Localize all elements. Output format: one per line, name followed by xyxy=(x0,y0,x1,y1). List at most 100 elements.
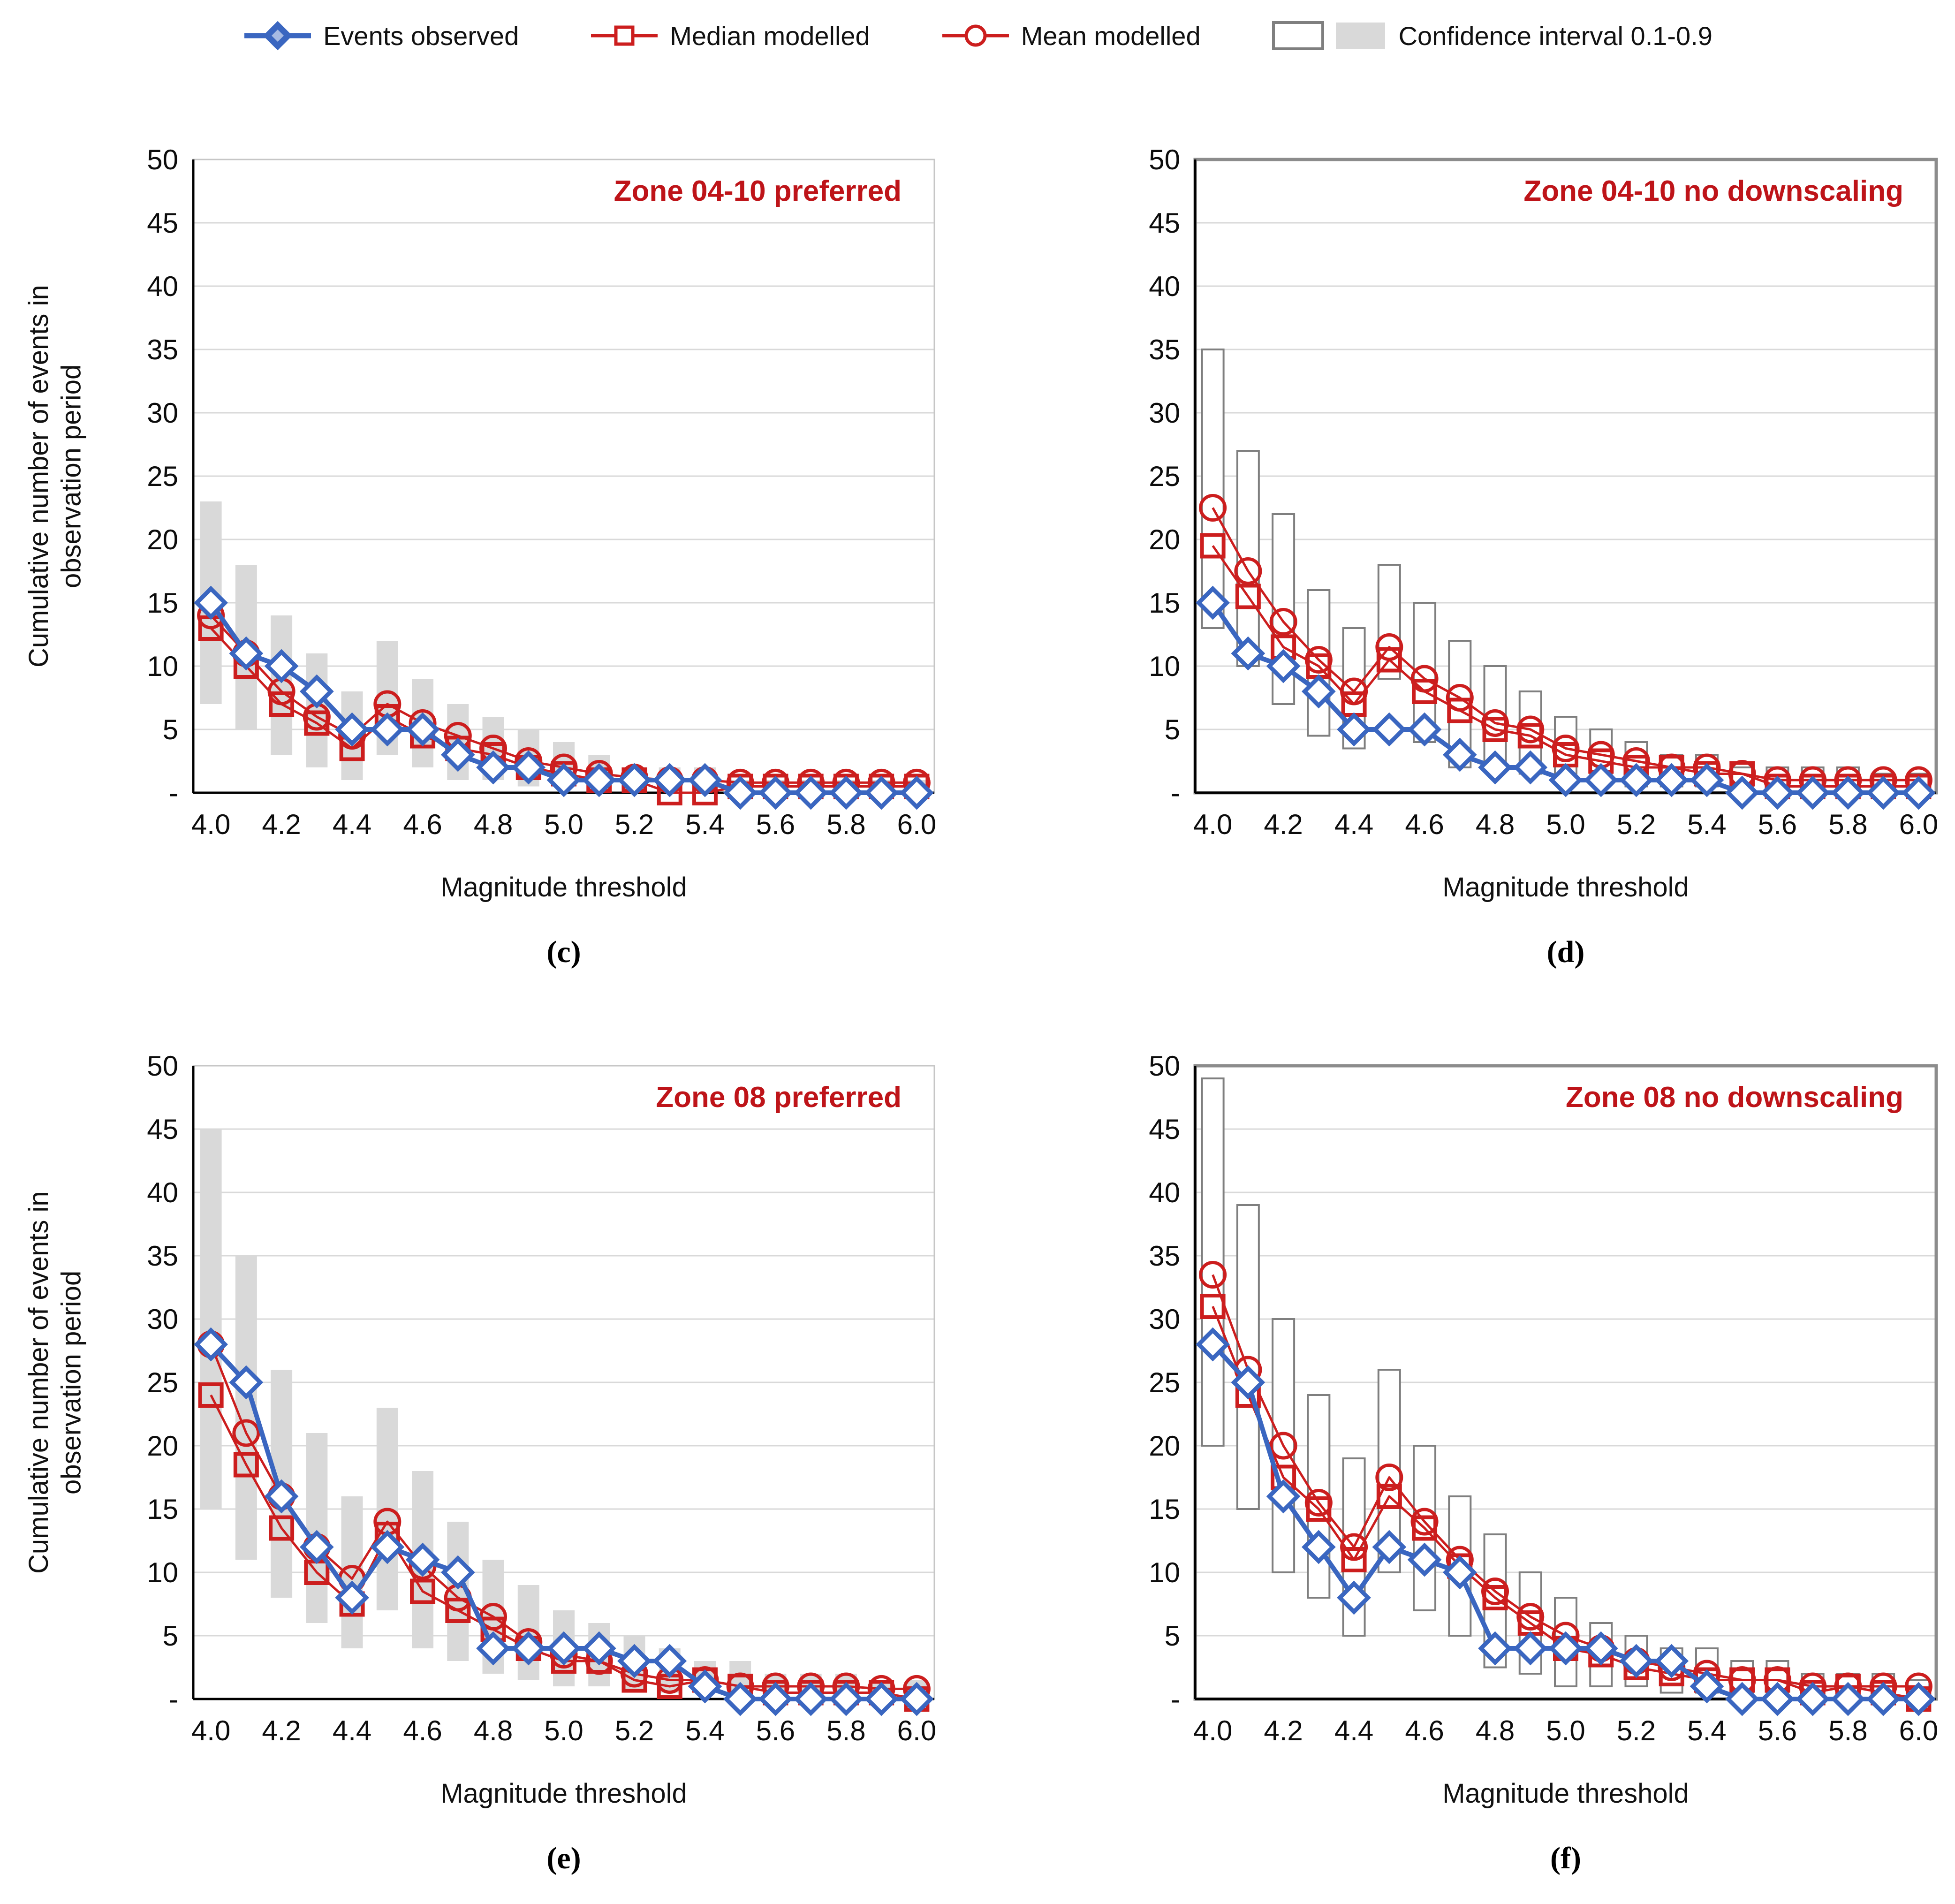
svg-text:5.0: 5.0 xyxy=(1546,809,1585,840)
svg-text:35: 35 xyxy=(147,334,178,365)
svg-text:6.0: 6.0 xyxy=(897,809,936,840)
svg-text:4.8: 4.8 xyxy=(1476,809,1515,840)
svg-text:25: 25 xyxy=(1149,1367,1180,1398)
svg-text:5.0: 5.0 xyxy=(1546,1715,1585,1746)
svg-text:15: 15 xyxy=(147,587,178,619)
legend-item-events-observed: Events observed xyxy=(242,17,519,54)
svg-text:35: 35 xyxy=(1149,1240,1180,1272)
svg-text:4.4: 4.4 xyxy=(1334,809,1373,840)
svg-text:20: 20 xyxy=(1149,1430,1180,1462)
svg-text:40: 40 xyxy=(147,1177,178,1208)
svg-text:20: 20 xyxy=(147,524,178,555)
svg-text:15: 15 xyxy=(1149,1494,1180,1525)
svg-text:4.6: 4.6 xyxy=(403,809,442,840)
svg-text:50: 50 xyxy=(1149,144,1180,175)
svg-text:35: 35 xyxy=(1149,334,1180,365)
svg-text:4.8: 4.8 xyxy=(474,809,513,840)
svg-text:4.2: 4.2 xyxy=(1264,809,1303,840)
chart-f-zone-08-no-downscaling: 50 45 40 35 30 25 20 15 10 5 -4.0 4.2 4.4 4.6 4.8 5.0 5.… xyxy=(1149,1050,1938,1746)
svg-text:5.8: 5.8 xyxy=(1828,1715,1867,1746)
y-axis-title-bottom: Cumulative number of events in observati… xyxy=(23,1191,87,1574)
panel-letter-f: (f) xyxy=(1550,1841,1581,1875)
svg-text:50: 50 xyxy=(1149,1050,1180,1082)
svg-text:30: 30 xyxy=(1149,397,1180,429)
svg-text:5.6: 5.6 xyxy=(1758,809,1797,840)
chart-e-zone-08-preferred: 50 45 40 35 30 25 20 15 10 5 -4.0 4.2 4.4 4.6 4.8 5.0 5.… xyxy=(147,1050,936,1746)
panel-letter-d: (d) xyxy=(1546,935,1585,969)
svg-text:4.4: 4.4 xyxy=(333,1715,371,1746)
panel-title-e: Zone 08 preferred xyxy=(656,1081,902,1114)
svg-text:5: 5 xyxy=(1165,1620,1180,1652)
svg-text:5.2: 5.2 xyxy=(615,1715,654,1746)
svg-text:6.0: 6.0 xyxy=(897,1715,936,1746)
legend-label-median-modelled: Median modelled xyxy=(670,21,870,51)
svg-text:45: 45 xyxy=(1149,1114,1180,1145)
panel-title-f: Zone 08 no downscaling xyxy=(1566,1081,1903,1114)
legend-label-mean-modelled: Mean modelled xyxy=(1021,21,1201,51)
svg-text:25: 25 xyxy=(1149,461,1180,492)
legend-label-confidence-interval: Confidence interval 0.1-0.9 xyxy=(1398,21,1713,51)
svg-text:4.4: 4.4 xyxy=(333,809,371,840)
svg-text:50: 50 xyxy=(147,144,178,175)
x-axis-title-e: Magnitude threshold xyxy=(440,1778,687,1809)
svg-text:4.6: 4.6 xyxy=(403,1715,442,1746)
events-observed-marker-icon xyxy=(244,21,311,51)
panel-letter-c: (c) xyxy=(546,935,581,969)
svg-text:50: 50 xyxy=(147,1050,178,1082)
svg-text:5: 5 xyxy=(1165,714,1180,745)
svg-text:5.4: 5.4 xyxy=(685,1715,724,1746)
svg-text:4.0: 4.0 xyxy=(1193,809,1232,840)
svg-text:45: 45 xyxy=(1149,207,1180,239)
svg-text:15: 15 xyxy=(147,1494,178,1525)
svg-text:10: 10 xyxy=(147,1557,178,1588)
legend-item-mean-modelled: Mean modelled xyxy=(940,17,1201,54)
y-axis-title-top: Cumulative number of events in observati… xyxy=(23,285,87,668)
svg-text:5.6: 5.6 xyxy=(756,809,795,840)
svg-text:5.0: 5.0 xyxy=(544,1715,583,1746)
svg-text:25: 25 xyxy=(147,461,178,492)
x-axis-title-f: Magnitude threshold xyxy=(1442,1778,1689,1809)
panel-title-d: Zone 04-10 no downscaling xyxy=(1523,175,1903,207)
svg-text:5.2: 5.2 xyxy=(615,809,654,840)
chart-legend: Events observed Median modelled Mean mod… xyxy=(0,17,1955,54)
svg-text:5.4: 5.4 xyxy=(685,809,724,840)
svg-text:20: 20 xyxy=(147,1430,178,1462)
svg-text:4.2: 4.2 xyxy=(262,809,301,840)
svg-text:10: 10 xyxy=(147,651,178,682)
confidence-interval-swatch-icon xyxy=(1272,21,1385,50)
svg-text:15: 15 xyxy=(1149,587,1180,619)
svg-text:5.8: 5.8 xyxy=(826,809,865,840)
svg-text:45: 45 xyxy=(147,1114,178,1145)
svg-text:4.0: 4.0 xyxy=(191,809,230,840)
svg-text:5.0: 5.0 xyxy=(544,809,583,840)
svg-text:4.8: 4.8 xyxy=(474,1715,513,1746)
svg-text:40: 40 xyxy=(147,271,178,302)
svg-text:-: - xyxy=(169,777,178,809)
panel-title-c: Zone 04-10 preferred xyxy=(614,175,902,207)
svg-text:10: 10 xyxy=(1149,651,1180,682)
svg-text:20: 20 xyxy=(1149,524,1180,555)
svg-text:25: 25 xyxy=(147,1367,178,1398)
svg-text:5.2: 5.2 xyxy=(1617,1715,1656,1746)
svg-text:45: 45 xyxy=(147,207,178,239)
svg-text:5: 5 xyxy=(163,714,178,745)
svg-text:4.0: 4.0 xyxy=(1193,1715,1232,1746)
svg-text:-: - xyxy=(1171,777,1180,809)
x-axis-title-c: Magnitude threshold xyxy=(440,872,687,903)
svg-text:6.0: 6.0 xyxy=(1899,1715,1938,1746)
svg-text:4.6: 4.6 xyxy=(1405,1715,1444,1746)
svg-text:10: 10 xyxy=(1149,1557,1180,1588)
legend-item-confidence-interval: Confidence interval 0.1-0.9 xyxy=(1271,17,1713,54)
svg-text:4.0: 4.0 xyxy=(191,1715,230,1746)
svg-text:-: - xyxy=(1171,1684,1180,1715)
svg-text:5.8: 5.8 xyxy=(1828,809,1867,840)
svg-text:35: 35 xyxy=(147,1240,178,1272)
svg-text:5.8: 5.8 xyxy=(826,1715,865,1746)
svg-text:40: 40 xyxy=(1149,1177,1180,1208)
mean-modelled-marker-icon xyxy=(942,24,1009,47)
chart-d-zone-04-10-no-downscaling: 50 45 40 35 30 25 20 15 10 5 -4.0 4.2 4.4 4.6 4.8 5.0 5.… xyxy=(1149,144,1938,840)
svg-text:5.6: 5.6 xyxy=(1758,1715,1797,1746)
svg-text:4.8: 4.8 xyxy=(1476,1715,1515,1746)
svg-text:4.4: 4.4 xyxy=(1334,1715,1373,1746)
